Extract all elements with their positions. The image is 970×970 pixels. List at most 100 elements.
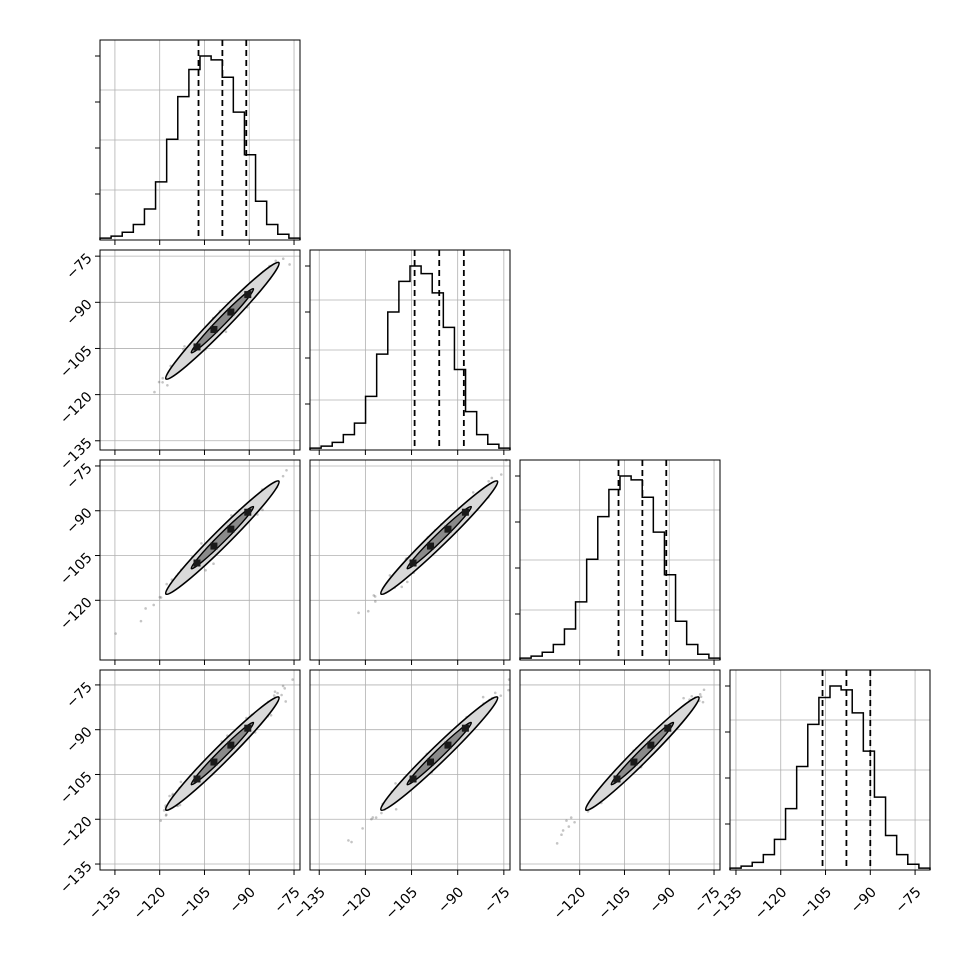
density-block [210, 758, 218, 766]
sample-point [569, 816, 573, 819]
y-tick-label: −90 [63, 505, 95, 537]
sample-point [347, 839, 350, 842]
sample-point [273, 690, 277, 693]
panel-frame [99, 669, 301, 871]
density-block [647, 741, 655, 749]
histogram-step [519, 475, 721, 660]
sample-point [161, 380, 164, 384]
sample-point [350, 840, 353, 844]
sample-point [152, 603, 155, 607]
panel-frame [309, 459, 511, 661]
x-tick-label: −105 [383, 884, 422, 923]
scatter-panel-2-0: −75−90−105−120 [57, 459, 301, 665]
y-tick-label: −105 [57, 550, 96, 589]
sample-point [555, 842, 559, 845]
sample-point [166, 383, 169, 387]
density-block [409, 775, 417, 783]
scatter-panel-1-0: −75−90−105−120−135 [57, 249, 301, 474]
scatter-panel-2-1 [309, 458, 511, 665]
sample-point [560, 833, 563, 836]
density-block [444, 525, 452, 533]
density-block [244, 508, 252, 516]
density-block [227, 308, 235, 316]
y-tick-label: −105 [57, 769, 96, 808]
sample-point [183, 345, 186, 348]
sample-point [281, 474, 285, 478]
sample-point [372, 594, 376, 597]
sample-point [507, 688, 510, 692]
sample-point [165, 813, 168, 816]
y-tick-label: −105 [57, 343, 96, 382]
density-block [427, 758, 435, 766]
sample-point [144, 607, 147, 610]
density-block [244, 291, 252, 299]
sample-point [357, 611, 360, 615]
sample-point [291, 678, 294, 681]
hist-panel-3: −135 −120 −105 −90 −75 [707, 669, 931, 923]
sample-point [499, 473, 503, 476]
contour-inner [610, 721, 675, 786]
hist-panel-2 [515, 459, 721, 665]
sample-point [394, 782, 397, 785]
sample-point [281, 257, 285, 260]
sample-point [565, 819, 568, 822]
panel-frame [519, 669, 721, 871]
histogram-step [729, 685, 931, 870]
sample-point [181, 348, 185, 351]
y-tick-label: −75 [63, 250, 95, 282]
sample-point [573, 820, 576, 824]
sample-point [561, 829, 565, 832]
density-block [210, 542, 218, 550]
y-tick-label: −75 [63, 679, 95, 711]
sample-point [371, 816, 375, 819]
sample-point [374, 600, 377, 603]
density-block [613, 775, 621, 783]
x-tick-label: −120 [336, 884, 375, 923]
sample-point [374, 816, 378, 819]
sample-point [164, 814, 168, 817]
x-tick-label: −120 [131, 884, 170, 923]
panel-frame [99, 249, 301, 451]
scatter-panel-3-2: −120 −105 −90 −75 [519, 669, 724, 923]
density-block [193, 775, 201, 783]
sample-point [400, 585, 404, 589]
sample-point [159, 819, 163, 822]
scatter-panel-3-1: −135 −120 −105 −90 −75 [290, 669, 513, 923]
sample-point [139, 619, 143, 623]
contour-inner [190, 721, 255, 786]
sample-point [261, 508, 264, 512]
sample-point [481, 695, 485, 699]
histogram-step [99, 55, 301, 240]
density-block [461, 508, 469, 516]
x-tick-label: −120 [752, 884, 791, 923]
sample-point [272, 694, 276, 697]
x-tick-label: −105 [797, 884, 836, 923]
panel-frame [99, 39, 301, 241]
sample-point [274, 259, 278, 263]
sample-point [699, 695, 703, 699]
density-block [630, 758, 638, 766]
sample-point [168, 794, 171, 798]
sample-point [283, 687, 287, 690]
density-block [227, 525, 235, 533]
density-block [227, 741, 235, 749]
scatter-panel-3-0: −75−90−105−120−135−135 −120 −105 −90 −75 [57, 669, 304, 923]
sample-point [159, 596, 163, 599]
density-block [210, 325, 218, 333]
sample-point [373, 595, 377, 598]
sample-point [406, 580, 409, 584]
sample-point [380, 811, 383, 815]
sample-point [682, 696, 685, 700]
hist-panel-1 [305, 249, 511, 455]
sample-point [690, 694, 694, 698]
x-tick-label: −120 [551, 884, 590, 923]
sample-point [394, 807, 398, 811]
y-tick-label: −120 [57, 389, 96, 428]
hist-panel-0 [95, 39, 301, 245]
sample-point [204, 568, 207, 572]
contour-inner [406, 505, 473, 570]
sample-point [284, 700, 288, 703]
density-block [427, 542, 435, 550]
contour-inner [190, 287, 255, 354]
panel-frame [519, 459, 721, 661]
